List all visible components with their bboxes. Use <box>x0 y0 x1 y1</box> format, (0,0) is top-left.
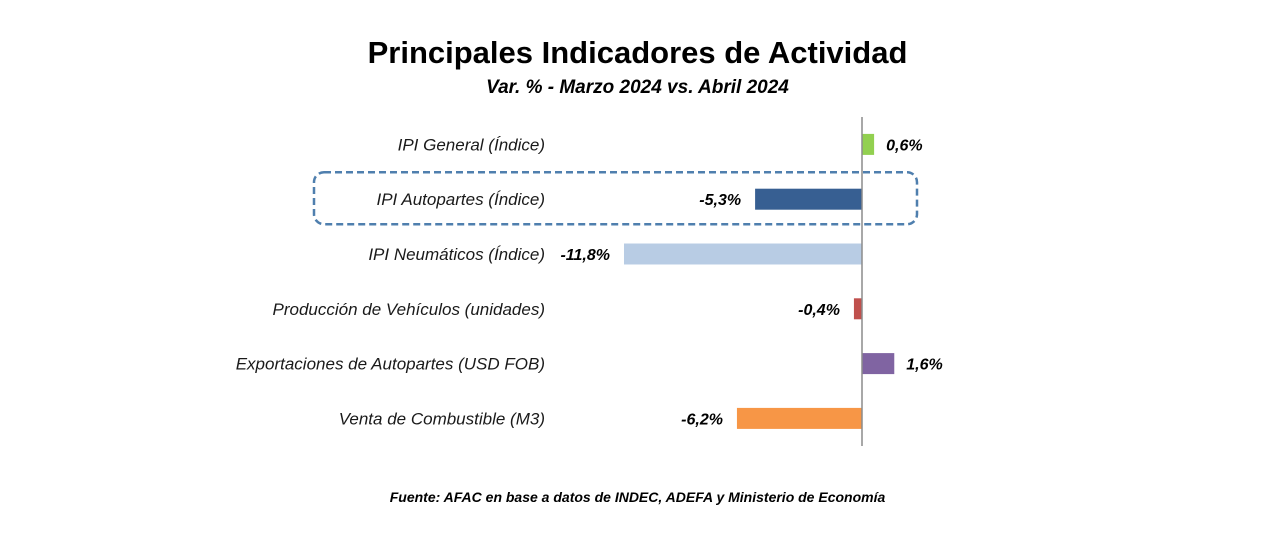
source-footnote: Fuente: AFAC en base a datos de INDEC, A… <box>389 489 886 505</box>
value-label-row-1: 0,6% <box>886 137 922 154</box>
category-label-row-4: Producción de Vehículos (unidades) <box>273 300 545 319</box>
chart-subtitle: Var. % - Marzo 2024 vs. Abril 2024 <box>486 77 789 98</box>
bar-row-5 <box>862 353 895 375</box>
highlight-box <box>312 170 919 226</box>
category-label-row-5: Exportaciones de Autopartes (USD FOB) <box>236 355 545 374</box>
value-label-row-4: -0,4% <box>798 302 840 319</box>
bar-row-2 <box>755 188 862 210</box>
value-label-row-5: 1,6% <box>906 357 942 374</box>
bar-row-4 <box>853 298 862 320</box>
category-label-row-1: IPI General (Índice) <box>398 135 545 154</box>
bar-row-6 <box>736 407 862 429</box>
category-label-row-3: IPI Neumáticos (Índice) <box>368 245 545 264</box>
value-label-row-6: -6,2% <box>681 411 723 428</box>
value-label-row-3: -11,8% <box>560 247 610 264</box>
bar-row-3 <box>623 243 862 265</box>
value-label-row-2: -5,3% <box>699 192 741 209</box>
category-label-row-2: IPI Autopartes (Índice) <box>376 190 545 209</box>
chart-title: Principales Indicadores de Actividad <box>367 35 908 70</box>
bar-row-1 <box>862 133 875 155</box>
category-label-row-6: Venta de Combustible (M3) <box>339 409 545 428</box>
